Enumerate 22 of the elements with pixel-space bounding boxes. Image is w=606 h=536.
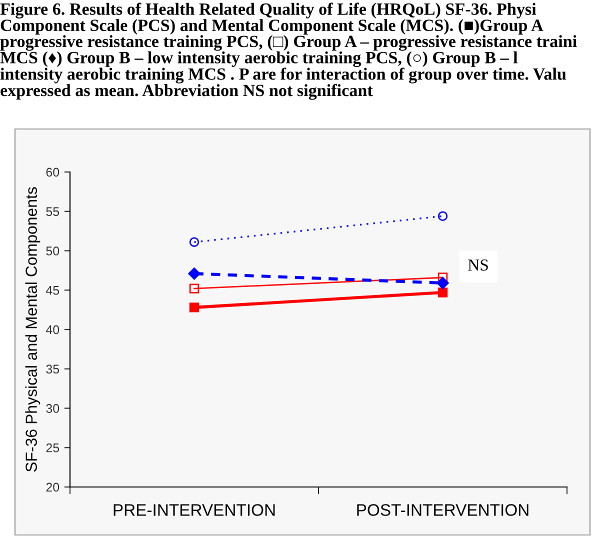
point bbox=[189, 237, 200, 247]
y-tick-label: 60 bbox=[46, 168, 60, 177]
y-tick-label: 40 bbox=[46, 325, 60, 334]
annotation: NS bbox=[468, 259, 488, 271]
y-tick-label: 30 bbox=[46, 404, 60, 413]
y-tick-label: 25 bbox=[46, 443, 60, 452]
x-tick-label: POST-INTERVENTION bbox=[357, 504, 528, 516]
y-tick-label: 20 bbox=[46, 482, 60, 492]
point bbox=[189, 302, 200, 312]
point bbox=[438, 211, 448, 221]
y-tick-label: 50 bbox=[46, 246, 60, 256]
x-tick-label: PRE-INTERVENTION bbox=[114, 504, 275, 516]
point bbox=[188, 267, 200, 280]
point bbox=[189, 284, 200, 294]
y-tick-label: 55 bbox=[46, 207, 60, 216]
point bbox=[438, 288, 448, 298]
chart-title: Figure 6. Results of Health Related Quality of Life (HRQoL) SF-36. Physi Component Scale (PCS) and Mental Component Scale (MCS). (■)Group A progressive resistance training PCS, (□) Group A – progressive resistance traini MCS (♦) Group B – low intensity aerobic training PCS, (○) Group B – l intensity aerobic training MCS . P are for interaction of group over time. Valu expressed as mean. Abbreviation NS not significant bbox=[0, 2, 577, 100]
point bbox=[438, 272, 448, 282]
y-tick-label: 35 bbox=[46, 364, 60, 374]
y-tick-label: 45 bbox=[46, 286, 60, 295]
point bbox=[436, 276, 449, 290]
y-axis-title: SF-36 Physical and Mental Components bbox=[25, 187, 40, 472]
